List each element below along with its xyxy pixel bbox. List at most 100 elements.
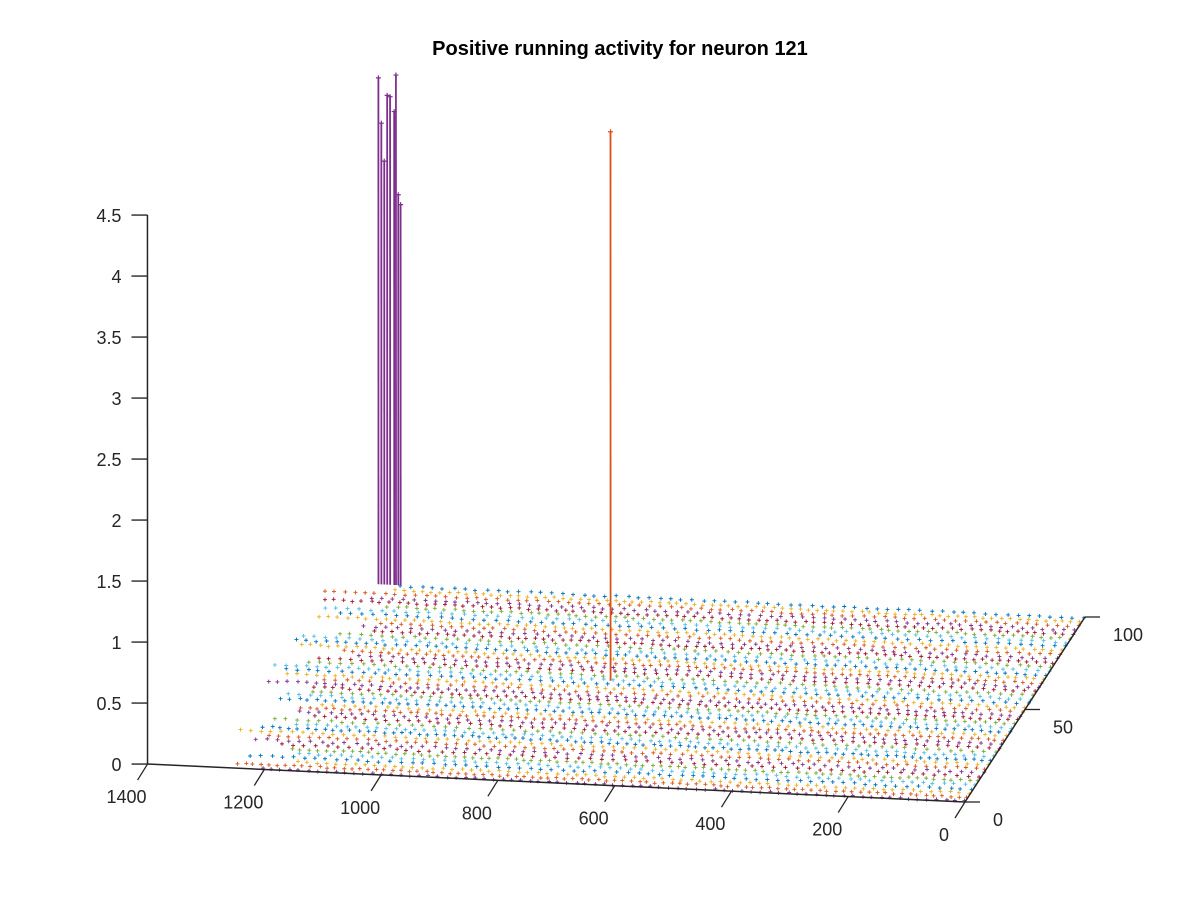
baseline-marker (399, 756, 404, 761)
baseline-marker (867, 743, 872, 748)
baseline-marker (392, 764, 397, 769)
baseline-marker (905, 712, 910, 717)
baseline-marker (459, 617, 464, 622)
baseline-marker (803, 686, 808, 691)
baseline-marker (440, 641, 445, 646)
baseline-marker (392, 592, 397, 597)
baseline-marker (394, 726, 399, 731)
baseline-marker (366, 767, 371, 772)
baseline-marker (667, 705, 672, 710)
baseline-marker (380, 700, 385, 705)
baseline-marker (637, 725, 642, 730)
baseline-marker (647, 604, 652, 609)
baseline-marker (667, 701, 672, 706)
baseline-marker (426, 702, 431, 707)
baseline-marker (813, 657, 818, 662)
baseline-marker (529, 674, 534, 679)
baseline-marker (433, 744, 438, 749)
baseline-marker (866, 681, 871, 686)
baseline-marker (400, 659, 405, 664)
baseline-marker (499, 609, 504, 614)
baseline-marker (669, 760, 674, 765)
baseline-marker (477, 622, 482, 627)
baseline-marker (461, 608, 466, 613)
baseline-marker (1012, 679, 1017, 684)
baseline-marker (729, 615, 734, 620)
baseline-marker (425, 593, 430, 598)
baseline-marker (661, 697, 666, 702)
baseline-marker (423, 598, 428, 603)
baseline-marker (426, 677, 431, 682)
baseline-marker (888, 657, 893, 662)
baseline-marker (558, 713, 563, 718)
baseline-marker (696, 740, 701, 745)
baseline-marker (414, 602, 419, 607)
baseline-marker (537, 699, 542, 704)
baseline-marker (879, 778, 884, 783)
baseline-marker (470, 667, 475, 672)
baseline-marker (974, 766, 979, 771)
baseline-marker (428, 590, 433, 595)
baseline-marker (931, 793, 936, 798)
baseline-marker (895, 762, 900, 767)
baseline-marker (798, 750, 803, 755)
baseline-marker (570, 776, 575, 781)
baseline-marker (326, 614, 331, 619)
baseline-marker (708, 654, 713, 659)
baseline-marker (272, 662, 277, 667)
baseline-marker (900, 699, 905, 704)
baseline-marker (453, 607, 458, 612)
baseline-marker (807, 766, 812, 771)
baseline-marker (349, 711, 354, 716)
baseline-marker (816, 750, 821, 755)
baseline-marker (357, 636, 362, 641)
baseline-marker (552, 595, 557, 600)
baseline-marker (453, 746, 458, 751)
baseline-marker (969, 770, 974, 775)
baseline-marker (468, 693, 473, 698)
baseline-marker (884, 749, 889, 754)
baseline-marker (578, 751, 583, 756)
baseline-marker (840, 625, 845, 630)
baseline-marker (776, 781, 781, 786)
baseline-marker (688, 719, 693, 724)
baseline-marker (1018, 617, 1023, 622)
baseline-marker (477, 734, 482, 739)
baseline-marker (594, 681, 599, 686)
baseline-marker (768, 735, 773, 740)
baseline-marker (643, 720, 648, 725)
baseline-marker (758, 735, 763, 740)
baseline-marker (529, 766, 534, 771)
baseline-marker (382, 746, 387, 751)
baseline-marker (310, 731, 315, 736)
baseline-marker (732, 632, 737, 637)
baseline-marker (528, 619, 533, 624)
baseline-marker (481, 731, 486, 736)
baseline-marker (902, 738, 907, 743)
baseline-marker (316, 753, 321, 758)
baseline-marker (520, 640, 525, 645)
baseline-marker (769, 609, 774, 614)
baseline-marker (651, 775, 656, 780)
baseline-marker (769, 651, 774, 656)
baseline-marker (733, 691, 738, 696)
baseline-marker (308, 642, 313, 647)
baseline-marker (627, 704, 632, 709)
baseline-marker (393, 735, 398, 740)
baseline-marker (851, 735, 856, 740)
baseline-marker (694, 628, 699, 633)
baseline-marker (925, 621, 930, 626)
baseline-marker (612, 728, 617, 733)
baseline-marker (808, 754, 813, 759)
baseline-marker (636, 621, 641, 626)
baseline-marker (668, 752, 673, 757)
baseline-marker (435, 716, 440, 721)
baseline-marker (867, 778, 872, 783)
baseline-marker (670, 621, 675, 626)
baseline-marker (329, 690, 334, 695)
baseline-marker (532, 749, 537, 754)
baseline-marker (919, 701, 924, 706)
baseline-marker (689, 597, 694, 602)
baseline-marker (809, 788, 814, 793)
baseline-marker (407, 667, 412, 672)
